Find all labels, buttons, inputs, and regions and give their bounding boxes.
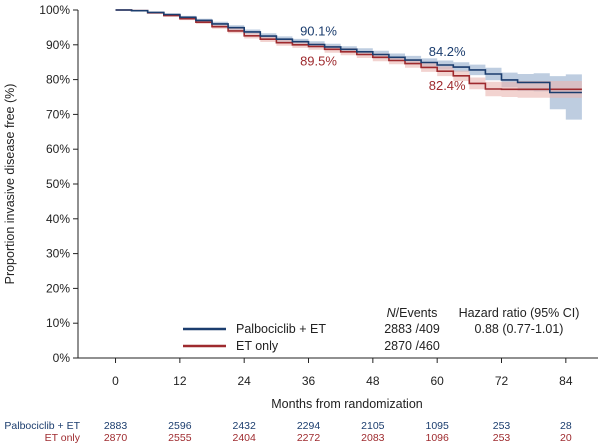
at-risk-value: 253	[493, 420, 511, 432]
x-tick-label: 12	[173, 374, 187, 388]
x-tick-label: 48	[366, 374, 380, 388]
y-tick-label: 10%	[46, 316, 70, 330]
y-tick-label: 100%	[39, 3, 70, 17]
at-risk-value: 2272	[297, 432, 321, 444]
legend-events: 2883 /409	[384, 322, 440, 336]
at-risk-value: 2883	[104, 420, 128, 432]
x-tick-label: 72	[495, 374, 509, 388]
at-risk-value: 2555	[168, 432, 192, 444]
x-tick-label: 84	[559, 374, 573, 388]
survival-line-series-1	[115, 9, 582, 91]
y-tick-label: 60%	[46, 142, 70, 156]
legend-label: Palbociclib + ET	[236, 322, 326, 336]
axes: 0% 10% 20% 30% 40% 50% 60% 70% 80% 90% 100% 0 12 24 36…	[39, 3, 598, 388]
at-risk-table: Palbociclib + ET 2883 2596 2432 2294 2105 1095…	[4, 420, 571, 444]
at-risk-row-label: ET only	[45, 432, 81, 444]
y-tick-label: 20%	[46, 281, 70, 295]
x-tick-label: 24	[238, 374, 252, 388]
survival-line-series-0	[115, 9, 582, 94]
confidence-bands	[115, 10, 582, 120]
legend-label: ET only	[236, 339, 279, 353]
x-tick-label: 60	[430, 374, 444, 388]
at-risk-value: 2432	[233, 420, 257, 432]
at-risk-value: 1096	[425, 432, 449, 444]
legend-events-header-n: N	[387, 306, 397, 320]
at-risk-value: 2294	[297, 420, 321, 432]
legend-hr-header: Hazard ratio (95% CI)	[459, 306, 580, 320]
legend-events-header-rest: /Events	[396, 306, 438, 320]
at-risk-value: 2870	[104, 432, 128, 444]
at-risk-value: 253	[493, 432, 511, 444]
y-tick-label: 50%	[46, 177, 70, 191]
x-axis-label: Months from randomization	[271, 397, 423, 411]
at-risk-value: 2105	[361, 420, 385, 432]
survival-annotation: 84.2%	[429, 44, 466, 59]
y-tick-label: 90%	[46, 38, 70, 52]
at-risk-value: 28	[560, 420, 572, 432]
y-tick-label: 30%	[46, 247, 70, 261]
survival-annotation: 89.5%	[300, 54, 337, 69]
at-risk-value: 1095	[425, 420, 449, 432]
survival-curves	[115, 9, 582, 94]
y-tick-label: 0%	[53, 351, 71, 365]
annotations: 90.1% 89.5% 84.2% 82.4%	[300, 23, 466, 93]
ci-band-series-1	[115, 10, 582, 98]
y-tick-label: 70%	[46, 107, 70, 121]
y-axis-label: Proportion invasive disease free (%)	[3, 84, 17, 285]
at-risk-row-label: Palbociclib + ET	[4, 420, 80, 432]
at-risk-value: 2596	[168, 420, 192, 432]
legend-events-header: N/Events	[387, 306, 438, 320]
at-risk-value: 2083	[361, 432, 385, 444]
legend: N/Events Hazard ratio (95% CI) Palbociclib…	[183, 306, 579, 353]
at-risk-value: 2404	[233, 432, 257, 444]
x-tick-label: 0	[112, 374, 119, 388]
x-tick-label: 36	[302, 374, 316, 388]
y-tick-label: 80%	[46, 73, 70, 87]
ci-band-series-0	[115, 10, 582, 120]
survival-annotation: 90.1%	[300, 23, 337, 38]
survival-annotation: 82.4%	[429, 78, 466, 93]
at-risk-value: 20	[560, 432, 572, 444]
legend-events: 2870 /460	[384, 339, 440, 353]
y-tick-label: 40%	[46, 212, 70, 226]
legend-hazard-ratio: 0.88 (0.77-1.01)	[475, 322, 564, 336]
